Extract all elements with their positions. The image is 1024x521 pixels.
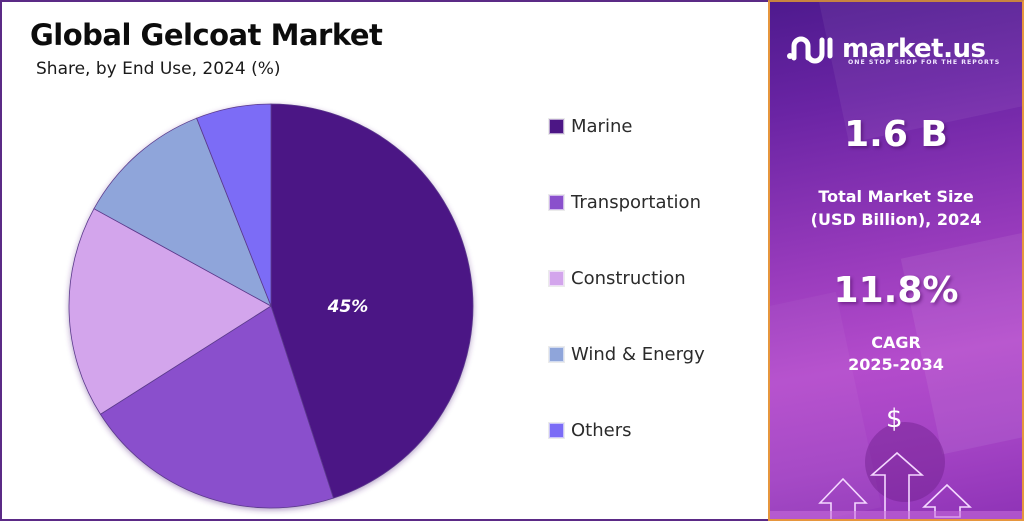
legend-label: Marine bbox=[571, 116, 633, 137]
market-size-label-line2: (USD Billion), 2024 bbox=[810, 210, 982, 229]
legend-item-marine[interactable]: Marine bbox=[548, 114, 705, 139]
chart-title: Global Gelcoat Market bbox=[30, 18, 383, 52]
market-size-value: 1.6 B bbox=[844, 114, 948, 155]
pie-slice-marine[interactable] bbox=[270, 103, 474, 499]
pie-slices bbox=[68, 103, 474, 509]
legend-swatch-icon bbox=[548, 422, 565, 439]
chart-legend: Marine Transportation Construction Wind … bbox=[548, 114, 705, 494]
legend-label: Construction bbox=[571, 268, 686, 289]
market-us-logo-icon bbox=[787, 36, 833, 64]
brand-name: market.us bbox=[842, 34, 986, 64]
pie-chart-svg: 45% bbox=[68, 103, 474, 509]
cagr-value: 11.8% bbox=[833, 270, 959, 311]
brand-tagline: ONE STOP SHOP FOR THE REPORTS bbox=[848, 59, 1001, 66]
legend-swatch-icon bbox=[548, 346, 565, 363]
growth-arrows-icon bbox=[818, 451, 972, 519]
chart-subtitle: Share, by End Use, 2024 (%) bbox=[36, 59, 281, 79]
legend-label: Wind & Energy bbox=[571, 344, 705, 365]
pie-slice-others[interactable] bbox=[196, 103, 272, 307]
pie-slice-wind-energy[interactable] bbox=[93, 117, 272, 307]
brand-logo[interactable]: market.us bbox=[786, 32, 986, 66]
legend-item-transportation[interactable]: Transportation bbox=[548, 190, 705, 215]
dollar-icon: $ bbox=[886, 404, 903, 434]
pie-slice-transportation[interactable] bbox=[99, 305, 334, 509]
bottom-bar bbox=[770, 511, 1022, 519]
legend-label: Transportation bbox=[571, 192, 701, 213]
chart-panel: Global Gelcoat Market Share, by End Use,… bbox=[0, 0, 768, 521]
pie-slice-construction[interactable] bbox=[68, 208, 272, 415]
legend-label: Others bbox=[571, 420, 632, 441]
legend-swatch-icon bbox=[548, 270, 565, 287]
stats-sidebar: market.us ONE STOP SHOP FOR THE REPORTS … bbox=[768, 0, 1024, 521]
cagr-label-line1: CAGR bbox=[871, 333, 921, 352]
market-size-label-line1: Total Market Size bbox=[818, 187, 974, 206]
legend-item-wind-energy[interactable]: Wind & Energy bbox=[548, 342, 705, 367]
legend-item-others[interactable]: Others bbox=[548, 418, 705, 443]
legend-swatch-icon bbox=[548, 118, 565, 135]
legend-item-construction[interactable]: Construction bbox=[548, 266, 705, 291]
pie-chart: 45% bbox=[2, 2, 770, 521]
legend-swatch-icon bbox=[548, 194, 565, 211]
cagr-label-line2: 2025-2034 bbox=[848, 355, 944, 374]
marine-data-label: 45% bbox=[327, 297, 369, 317]
background-circle bbox=[865, 422, 945, 502]
